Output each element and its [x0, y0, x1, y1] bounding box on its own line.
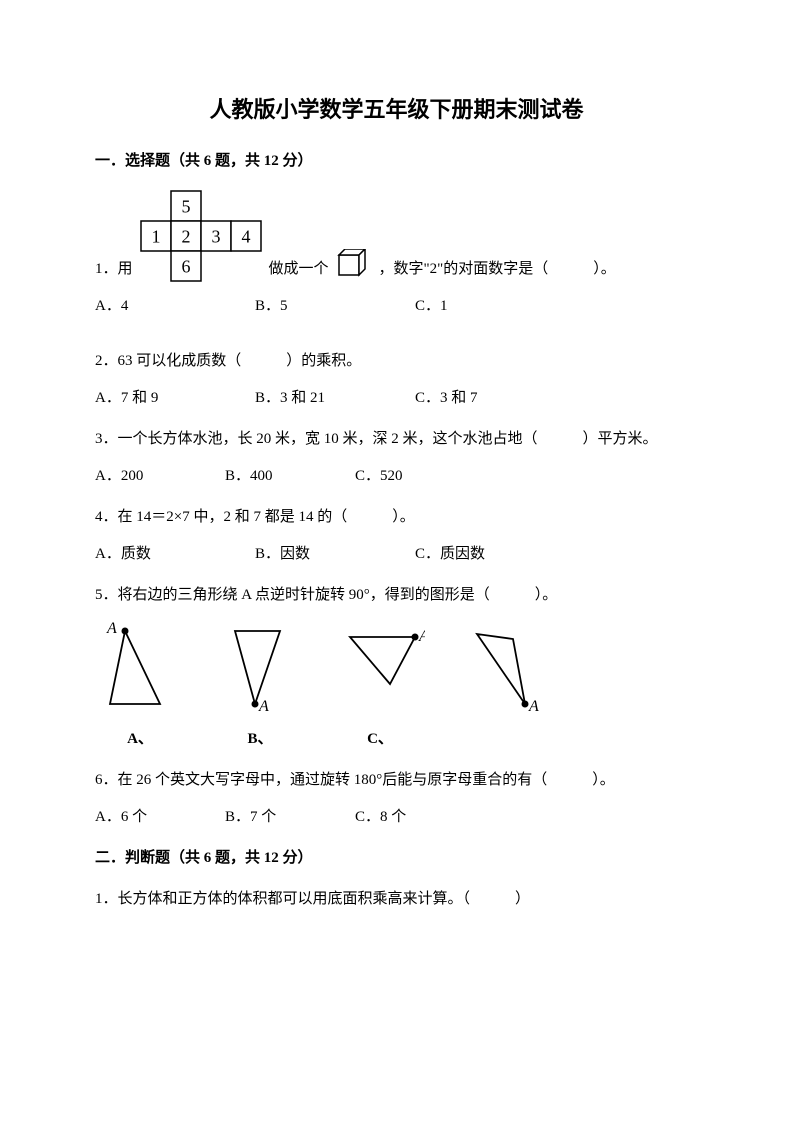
q1-option-b: B．5 — [255, 293, 415, 320]
triangle-option-b: A — [215, 619, 305, 714]
q1-leading: 1．用 — [95, 256, 133, 283]
triangle-option-a: A — [95, 619, 185, 714]
q1-option-c: C．1 — [415, 293, 575, 320]
svg-text:A: A — [418, 628, 425, 645]
q3-option-b: B．400 — [225, 463, 355, 490]
q6-option-c: C．8 个 — [355, 804, 485, 831]
question-6: 6．在 26 个英文大写字母中，通过旋转 180°后能与原字母重合的有（ ）。 … — [95, 767, 698, 831]
q4-option-b: B．因数 — [255, 541, 415, 568]
q4-text: 4．在 14＝2×7 中，2 和 7 都是 14 的（ ）。 — [95, 504, 698, 531]
q3-option-c: C．520 — [355, 463, 485, 490]
q3-text: 3．一个长方体水池，长 20 米，宽 10 米，深 2 米，这个水池占地（ ）平… — [95, 426, 698, 453]
q6-text: 6．在 26 个英文大写字母中，通过旋转 180°后能与原字母重合的有（ ）。 — [95, 767, 698, 794]
q2-option-b: B．3 和 21 — [255, 385, 415, 412]
svg-text:5: 5 — [181, 196, 190, 216]
svg-text:A: A — [106, 620, 117, 637]
cube-icon — [335, 249, 373, 283]
section2-question-1: 1．长方体和正方体的体积都可以用底面积乘高来计算。（ ） — [95, 886, 698, 913]
q2-option-c: C．3 和 7 — [415, 385, 575, 412]
svg-text:1: 1 — [151, 226, 160, 246]
q2-option-a: A．7 和 9 — [95, 385, 255, 412]
q6-option-a: A．6 个 — [95, 804, 225, 831]
q1-trailing: ，数字"2"的对面数字是（ ）。 — [379, 256, 616, 283]
question-5: 5．将右边的三角形绕 A 点逆时针旋转 90°，得到的图形是（ ）。 A A、 … — [95, 582, 698, 753]
svg-text:6: 6 — [181, 256, 190, 276]
triangle-reference: A — [455, 619, 545, 714]
q3-option-a: A．200 — [95, 463, 225, 490]
triangle-option-c: A — [335, 619, 425, 714]
q6-option-b: B．7 个 — [225, 804, 355, 831]
q5-label-a: A、 — [95, 726, 185, 753]
svg-text:4: 4 — [241, 226, 250, 246]
svg-text:A: A — [528, 698, 539, 714]
q4-option-a: A．质数 — [95, 541, 255, 568]
section-2-heading: 二．判断题（共 6 题，共 12 分） — [95, 845, 698, 872]
svg-text:2: 2 — [181, 226, 190, 246]
q1-mid: 做成一个 — [269, 256, 329, 283]
cube-net-diagram: 5 1 2 3 4 6 — [139, 189, 263, 283]
svg-text:3: 3 — [211, 226, 220, 246]
s2-q1-text: 1．长方体和正方体的体积都可以用底面积乘高来计算。（ ） — [95, 886, 698, 913]
q2-text: 2．63 可以化成质数（ ）的乘积。 — [95, 348, 698, 375]
page-title: 人教版小学数学五年级下册期末测试卷 — [95, 90, 698, 130]
section-1-heading: 一．选择题（共 6 题，共 12 分） — [95, 148, 698, 175]
q5-label-c: C、 — [335, 726, 425, 753]
q5-text: 5．将右边的三角形绕 A 点逆时针旋转 90°，得到的图形是（ ）。 — [95, 582, 698, 609]
q1-option-a: A．4 — [95, 293, 255, 320]
question-2: 2．63 可以化成质数（ ）的乘积。 A．7 和 9 B．3 和 21 C．3 … — [95, 348, 698, 412]
question-3: 3．一个长方体水池，长 20 米，宽 10 米，深 2 米，这个水池占地（ ）平… — [95, 426, 698, 490]
q5-label-b: B、 — [215, 726, 305, 753]
q5-label-empty — [455, 726, 545, 753]
q4-option-c: C．质因数 — [415, 541, 575, 568]
question-1: 1．用 5 1 2 3 4 6 做成一个 ，数字"2"的对面数字是（ ）。 A．4 B．5… — [95, 189, 698, 320]
question-4: 4．在 14＝2×7 中，2 和 7 都是 14 的（ ）。 A．质数 B．因数… — [95, 504, 698, 568]
svg-text:A: A — [258, 698, 269, 714]
